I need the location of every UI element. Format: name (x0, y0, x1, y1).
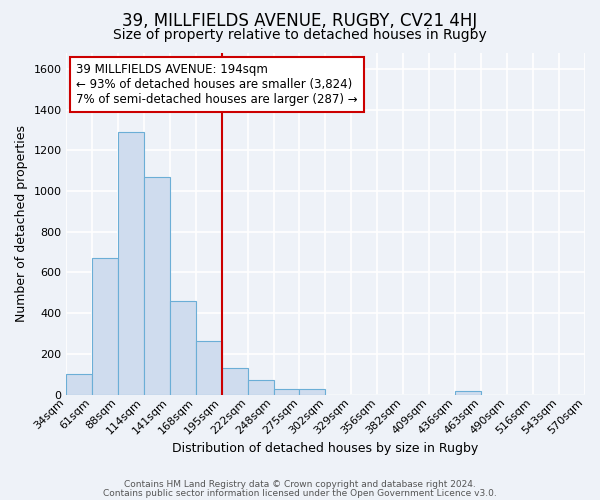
Text: 39 MILLFIELDS AVENUE: 194sqm
← 93% of detached houses are smaller (3,824)
7% of : 39 MILLFIELDS AVENUE: 194sqm ← 93% of de… (76, 63, 358, 106)
Bar (299, 388, 325, 394)
Bar (196, 340, 221, 394)
X-axis label: Distribution of detached houses by size in Rugby: Distribution of detached houses by size … (172, 442, 479, 455)
Bar (248, 380, 274, 394)
Bar (455, 390, 481, 394)
Y-axis label: Number of detached properties: Number of detached properties (15, 125, 28, 322)
Bar (118, 132, 144, 394)
Text: 39, MILLFIELDS AVENUE, RUGBY, CV21 4HJ: 39, MILLFIELDS AVENUE, RUGBY, CV21 4HJ (122, 12, 478, 30)
Bar (170, 301, 196, 394)
Bar (92, 258, 118, 394)
Bar (274, 388, 299, 394)
Text: Contains public sector information licensed under the Open Government Licence v3: Contains public sector information licen… (103, 488, 497, 498)
Bar (221, 368, 248, 394)
Bar (66, 374, 92, 394)
Text: Contains HM Land Registry data © Crown copyright and database right 2024.: Contains HM Land Registry data © Crown c… (124, 480, 476, 489)
Text: Size of property relative to detached houses in Rugby: Size of property relative to detached ho… (113, 28, 487, 42)
Bar (144, 176, 170, 394)
